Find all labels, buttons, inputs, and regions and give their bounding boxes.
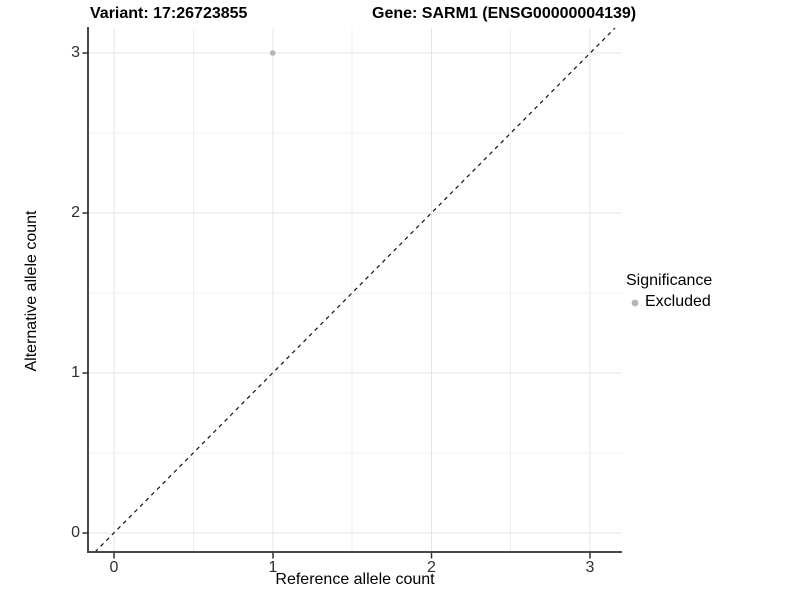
major-gridlines (88, 28, 622, 552)
gene-title: Gene: SARM1 (ENSG00000004139) (372, 5, 637, 22)
legend: Significance Excluded (626, 272, 712, 311)
x-axis-title: Reference allele count (275, 571, 435, 588)
identity-reference-line (94, 27, 616, 553)
legend-entry-label: Excluded (645, 293, 711, 310)
variant-title: Variant: 17:26723855 (90, 5, 248, 22)
x-tick-label-2: 2 (427, 559, 436, 576)
tick-marks (82, 52, 591, 559)
x-tick-label-0: 0 (109, 559, 119, 576)
legend-point-icon (631, 299, 639, 307)
y-tick-label-0: 0 (71, 524, 80, 541)
legend-entry-excluded: Excluded (628, 293, 712, 311)
axis-lines (87, 27, 622, 553)
y-axis-title: Alternative allele count (23, 210, 40, 372)
y-tick-label-2: 2 (71, 204, 80, 221)
minor-gridlines (88, 28, 622, 552)
y-tick-label-1: 1 (71, 364, 80, 381)
x-tick-label-1: 1 (268, 559, 278, 576)
data-point (269, 50, 276, 56)
y-tick-label-3: 3 (71, 44, 80, 61)
legend-title: Significance (626, 272, 713, 289)
x-tick-label-3: 3 (585, 559, 595, 576)
